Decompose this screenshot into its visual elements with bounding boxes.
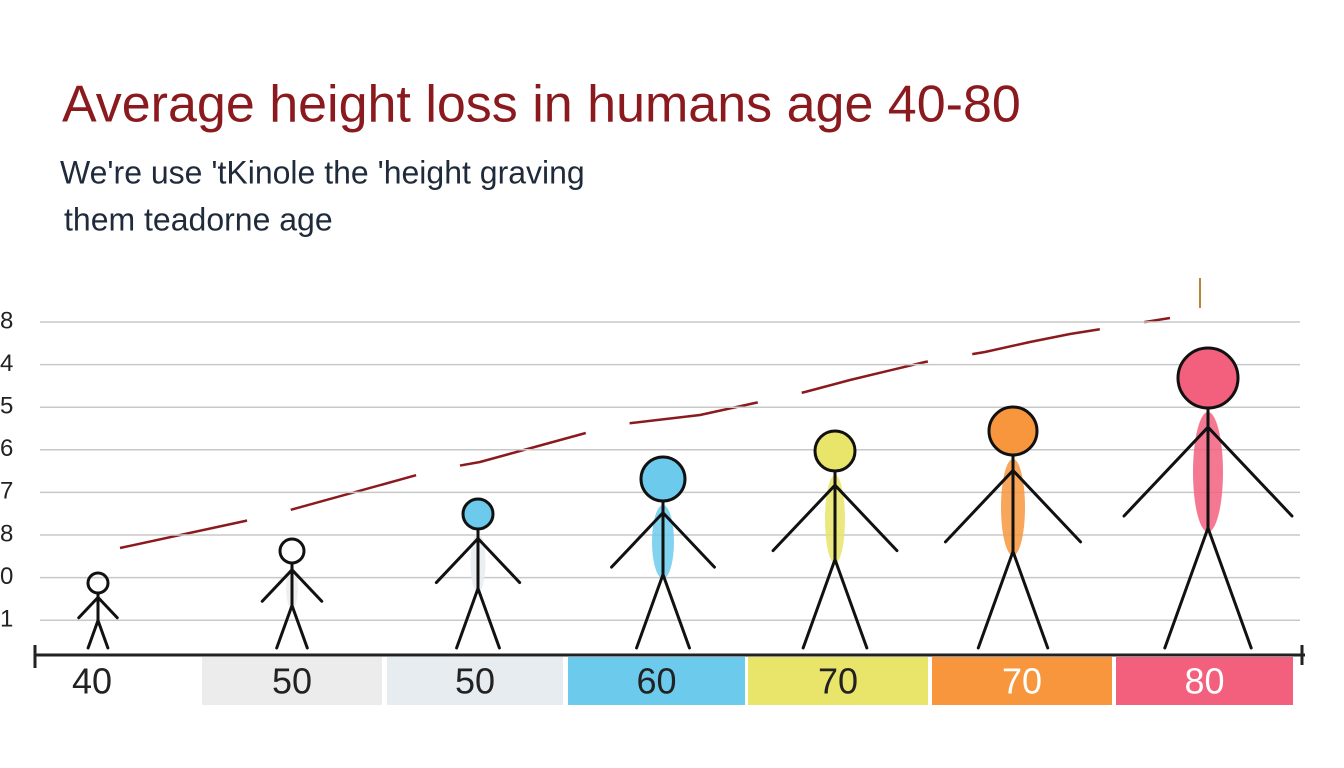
label-box bbox=[932, 657, 1112, 705]
x-label: 60 bbox=[636, 661, 676, 702]
label-box bbox=[1116, 657, 1293, 705]
stick-body bbox=[260, 561, 324, 650]
head bbox=[639, 455, 687, 503]
head bbox=[1176, 346, 1240, 410]
label-box bbox=[202, 657, 382, 705]
stick-body bbox=[610, 499, 716, 650]
head bbox=[813, 429, 857, 473]
x-label: 70 bbox=[818, 661, 858, 702]
x-labels: 40 50 50 60 70 70 80 bbox=[72, 657, 1293, 705]
title: Average height loss in humans age 40-80 bbox=[62, 76, 1021, 134]
stick-body bbox=[943, 453, 1083, 650]
x-label: 50 bbox=[455, 661, 495, 702]
stick-body bbox=[771, 469, 899, 650]
head bbox=[86, 571, 110, 595]
y-label: 7 bbox=[0, 478, 13, 505]
head bbox=[987, 405, 1039, 457]
y-label: 8 bbox=[0, 520, 13, 547]
stick-body bbox=[77, 591, 119, 650]
label-box bbox=[748, 657, 928, 705]
x-label: 70 bbox=[1002, 661, 1042, 702]
x-label: 80 bbox=[1184, 661, 1224, 702]
y-label: 4 bbox=[0, 350, 13, 377]
x-label: 40 bbox=[72, 661, 112, 702]
head bbox=[278, 537, 306, 565]
y-label: 0 bbox=[0, 563, 13, 590]
stick-body bbox=[434, 527, 522, 650]
grid: 8 4 5 6 7 8 0 1 bbox=[0, 307, 1300, 633]
label-box bbox=[568, 657, 745, 705]
y-label: 6 bbox=[0, 435, 13, 462]
head bbox=[461, 497, 495, 531]
stick-body bbox=[1122, 406, 1294, 650]
trend-line bbox=[119, 316, 1171, 550]
subtitle-line: We're use 'tKinole the 'height graving bbox=[60, 154, 585, 190]
label-box bbox=[387, 657, 563, 705]
subtitle-line: them teadorne age bbox=[64, 201, 333, 237]
y-label: 8 bbox=[0, 307, 13, 334]
figures bbox=[77, 346, 1294, 650]
x-label: 50 bbox=[272, 661, 312, 702]
y-label: 1 bbox=[0, 606, 13, 633]
y-label: 5 bbox=[0, 393, 13, 420]
